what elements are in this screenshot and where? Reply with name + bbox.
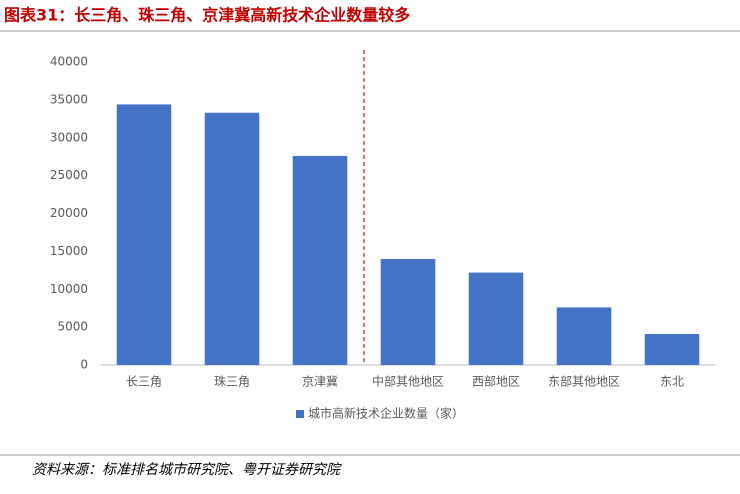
legend-swatch [296,410,304,418]
x-tick-label: 长三角 [126,375,162,389]
y-tick-label: 10000 [50,282,88,296]
y-tick-label: 5000 [57,320,88,334]
y-tick-label: 0 [80,358,88,372]
y-tick-label: 20000 [50,206,88,220]
bar [116,104,172,366]
x-tick-label: 西部地区 [472,374,520,389]
bar [380,258,436,365]
source-note: 资料来源：标准排名城市研究院、粤开证券研究院 [32,462,342,478]
y-tick-label: 40000 [50,55,88,69]
y-tick-label: 25000 [50,168,88,182]
chart-title: 图表31：长三角、珠三角、京津冀高新技术企业数量较多 [4,6,410,25]
y-tick-label: 30000 [50,130,88,144]
x-tick-label: 珠三角 [214,375,250,389]
bar [204,112,260,365]
bar [556,307,612,365]
y-tick-label: 15000 [50,244,88,258]
legend-label: 城市高新技术企业数量（家） [308,406,464,421]
x-tick-label: 东北 [660,375,684,389]
bar [292,155,348,365]
bar [468,272,524,365]
x-tick-label: 东部其他地区 [548,374,620,389]
y-tick-label: 35000 [50,92,88,106]
bar [644,333,700,365]
x-tick-label: 中部其他地区 [372,374,444,389]
x-tick-label: 京津冀 [302,375,338,389]
